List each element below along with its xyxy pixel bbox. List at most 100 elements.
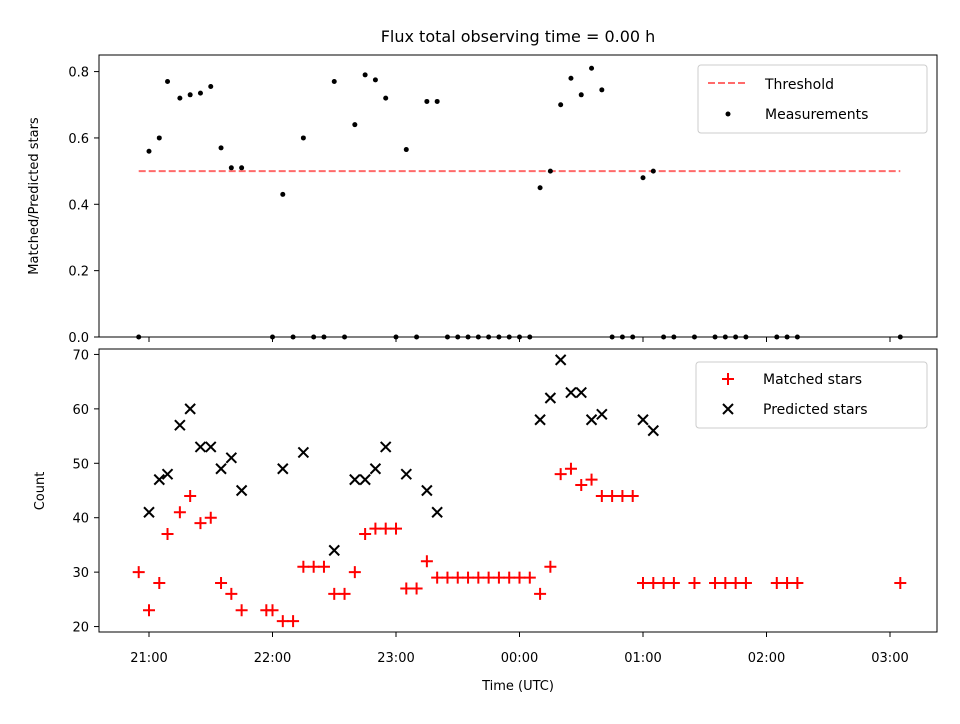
predicted-star-point	[328, 544, 340, 557]
matched-star-point	[544, 560, 557, 573]
bottom-axes: 20 30 40 50 60 70 21:00 22:00 23:00 00:00 01:00 02:…	[72, 348, 908, 666]
x-tick-label: 02:00	[748, 651, 785, 666]
bottom-plot-frame	[98, 348, 938, 633]
predicted-legend-swatch	[722, 403, 734, 415]
measurement-point	[177, 95, 183, 101]
top-axes: 0.0 0.2 0.4 0.6 0.8	[68, 66, 891, 346]
bottom-y-tick-label: 60	[72, 403, 89, 418]
x-tick-label: 21:00	[130, 651, 167, 666]
matched-star-point	[657, 577, 670, 590]
bottom-y-axis-label: Count	[33, 472, 48, 511]
predicted-star-point	[184, 403, 196, 415]
measurement-point	[578, 92, 584, 98]
matched-star-point	[616, 489, 629, 502]
matched-star-point	[626, 489, 639, 502]
matched-star-point	[225, 587, 238, 600]
matched-star-point	[554, 468, 567, 481]
predicted-star-point	[143, 506, 155, 518]
predicted-star-point	[421, 484, 433, 497]
matched-star-point	[420, 555, 433, 568]
measurement-point	[280, 191, 286, 197]
top-y-tick-label: 0.4	[68, 198, 89, 213]
matched-star-point	[379, 522, 392, 535]
measurement-point	[187, 92, 193, 98]
bottom-legend: Matched stars Predicted stars	[695, 361, 928, 429]
matched-star-point	[709, 577, 722, 590]
measurement-point	[208, 84, 214, 90]
predicted-star-point	[277, 463, 289, 475]
matched-star-point	[637, 577, 649, 590]
measurement-point	[156, 135, 162, 141]
predicted-star-point	[554, 354, 567, 366]
predicted-star-point	[585, 414, 598, 426]
bottom-panel: 20 30 40 50 60 70 21:00 22:00 23:00 00:00 01:00 02:…	[33, 348, 938, 694]
measurement-point	[558, 102, 564, 108]
bottom-marks	[132, 354, 907, 628]
matched-star-point	[307, 560, 320, 573]
predicted-star-point	[161, 468, 174, 480]
matched-star-point	[564, 462, 577, 475]
threshold-legend-label: Threshold	[764, 77, 834, 93]
matched-star-point	[472, 571, 485, 584]
measurement-point	[239, 165, 245, 171]
bottom-y-tick-label: 70	[72, 348, 89, 363]
matched-star-point	[719, 577, 732, 590]
matched-star-point	[153, 577, 166, 590]
top-legend-box	[697, 64, 928, 134]
x-axis-label: Time (UTC)	[481, 679, 554, 694]
matched-star-point	[276, 615, 289, 628]
matched-star-point	[431, 571, 444, 584]
matched-star-point	[338, 587, 351, 600]
predicted-star-point	[380, 441, 392, 453]
measurement-point	[362, 72, 368, 78]
matched-star-point	[606, 489, 619, 502]
bottom-y-tick-label: 40	[72, 512, 89, 527]
matched-star-point	[492, 571, 505, 584]
predicted-star-point	[431, 506, 443, 518]
matched-star-point	[173, 506, 186, 519]
matched-star-point	[647, 577, 660, 590]
predicted-star-point	[194, 441, 207, 453]
matched-star-point	[287, 615, 300, 628]
predicted-star-point	[174, 419, 186, 431]
top-plot-frame	[98, 54, 938, 338]
measurement-point	[331, 79, 337, 85]
measurement-point	[599, 87, 605, 93]
matched-star-point	[317, 560, 330, 573]
predicted-star-point	[400, 468, 412, 480]
predicted-star-point	[225, 452, 238, 464]
x-tick-label: 23:00	[377, 651, 414, 666]
top-y-tick-label: 0.8	[68, 66, 89, 81]
x-tick-label: 22:00	[254, 651, 291, 666]
matched-star-point	[235, 604, 248, 617]
measurement-point	[383, 95, 389, 101]
predicted-star-point	[349, 473, 361, 486]
matched-star-point	[503, 571, 516, 584]
measurement-point	[300, 135, 306, 141]
chart-title: Flux total observing time = 0.00 h	[381, 27, 656, 46]
predicted-star-point	[596, 408, 608, 421]
predicted-star-point	[637, 414, 649, 426]
top-panel: 0.00.20.40.60.8 Matched/Predicted stars …	[27, 54, 938, 346]
bottom-y-tick-label: 20	[72, 621, 89, 636]
measurement-point	[197, 90, 203, 96]
matched-star-point	[523, 571, 536, 584]
predicted-star-point	[575, 386, 587, 399]
x-tick-label: 01:00	[624, 651, 661, 666]
matched-star-point	[462, 571, 475, 584]
measurement-point	[146, 148, 152, 154]
measurement-point	[228, 165, 234, 171]
matched-star-point	[482, 571, 495, 584]
measurement-point	[218, 145, 224, 151]
measurement-point	[589, 65, 595, 71]
measurement-point	[372, 77, 378, 83]
x-tick-label: 00:00	[501, 651, 538, 666]
matched-star-point	[770, 577, 783, 590]
matched-legend-label: Matched stars	[763, 372, 862, 388]
predicted-star-point	[153, 473, 165, 486]
matched-star-point	[390, 522, 402, 535]
predicted-star-point	[647, 424, 659, 437]
predicted-star-point	[235, 484, 248, 497]
top-y-tick-label: 0.6	[68, 132, 89, 147]
